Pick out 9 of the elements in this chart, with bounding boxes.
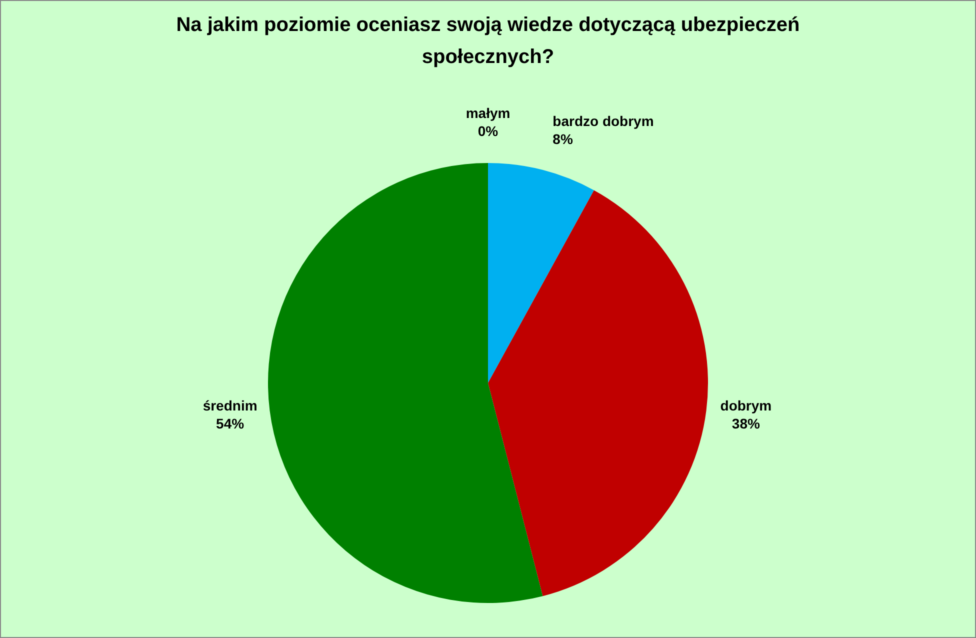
text: 0% <box>478 122 498 139</box>
data-label: 8% <box>552 131 574 148</box>
data-label: 54% <box>216 415 245 432</box>
slice-label: bardzo dobrym <box>552 113 654 130</box>
slice-label: średnim <box>202 397 258 414</box>
chart-title: Na jakim poziomie oceniasz swoją wiedze dotyczącą ubezpieczeń społecznych? <box>175 13 801 70</box>
slice-label: dobrym <box>720 397 772 414</box>
data-label: 38% <box>732 415 761 432</box>
category-label: małym <box>466 104 510 121</box>
